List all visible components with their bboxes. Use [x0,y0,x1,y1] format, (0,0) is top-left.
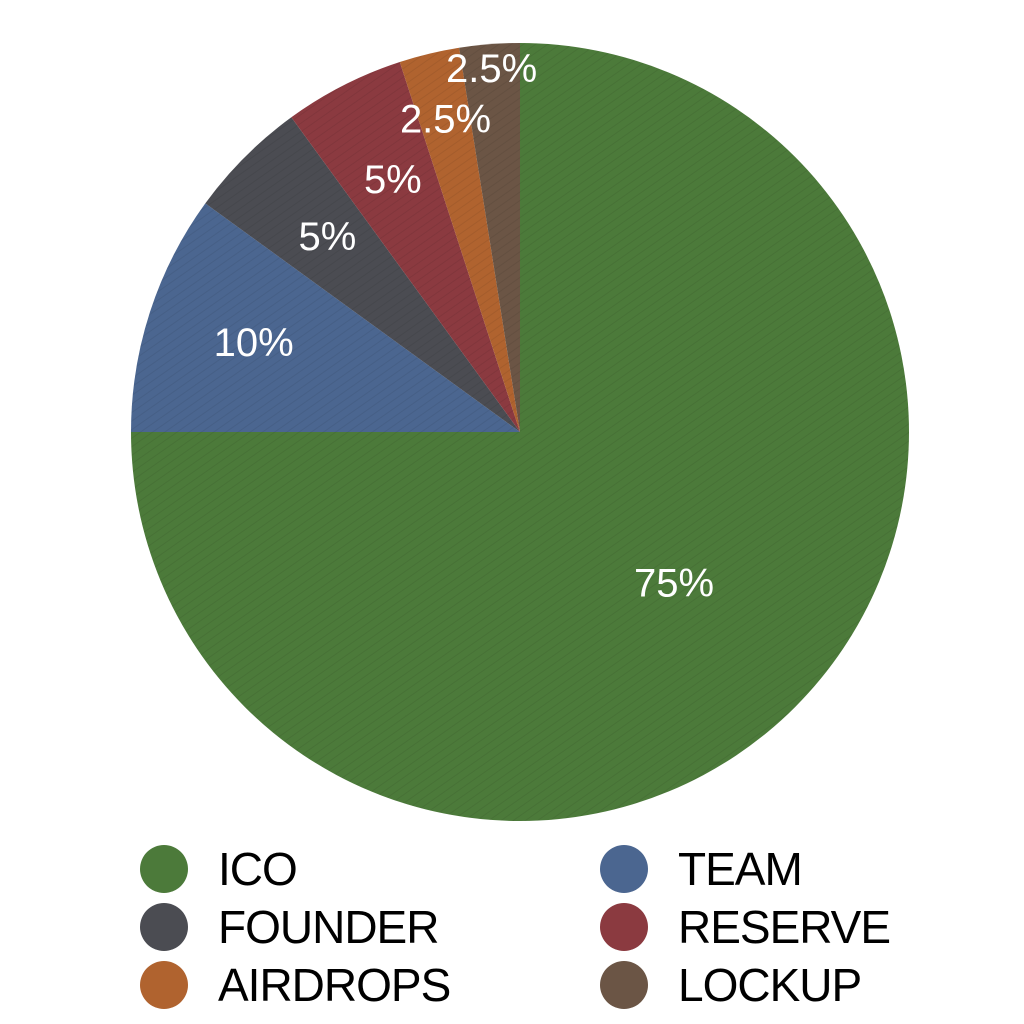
slice-label-team: 10% [214,321,294,365]
legend-label-lockup: LOCKUP [678,959,862,1011]
legend-label-founder: FOUNDER [218,901,439,953]
legend-label-ico: ICO [218,843,298,895]
legend-label-reserve: RESERVE [678,901,891,953]
legend-item-founder: FOUNDER [140,898,600,956]
legend-item-team: TEAM [600,840,940,898]
legend-item-reserve: RESERVE [600,898,940,956]
legend-swatch-reserve [600,903,648,951]
legend-label-airdrops: AIRDROPS [218,959,451,1011]
legend-swatch-founder [140,903,188,951]
slice-label-reserve: 5% [364,158,422,202]
legend-swatch-airdrops [140,961,188,1009]
legend: ICO TEAM FOUNDER RESERVE AIRDROPS LOCKUP [140,840,940,1020]
slice-label-lockup: 2.5% [446,47,537,91]
legend-swatch-team [600,845,648,893]
slice-label-ico: 75% [634,562,714,606]
pie-chart: 75% 10% 5%5% 2.5% 2.5% [131,43,909,821]
slice-label-airdrops: 2.5% [400,97,491,141]
legend-swatch-ico [140,845,188,893]
legend-label-team: TEAM [678,843,803,895]
legend-item-ico: ICO [140,840,600,898]
legend-item-lockup: LOCKUP [600,956,940,1014]
legend-item-airdrops: AIRDROPS [140,956,600,1014]
legend-swatch-lockup [600,961,648,1009]
slice-label-founder: 5% [299,215,357,259]
